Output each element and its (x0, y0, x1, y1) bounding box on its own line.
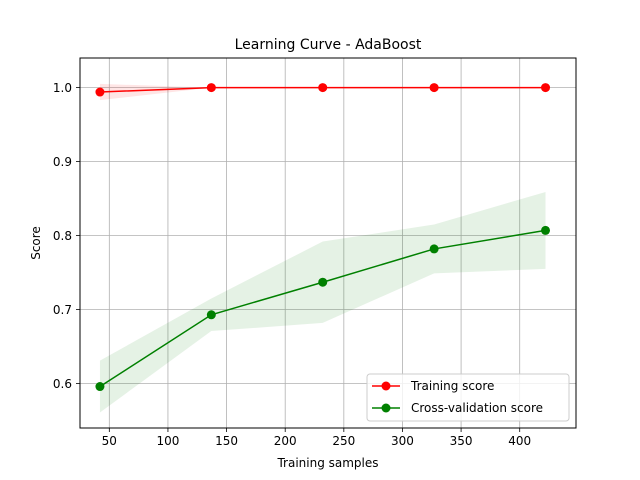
point-cross-validation-score (318, 277, 328, 287)
x-tick-label: 400 (508, 434, 531, 448)
point-training-score (206, 83, 216, 93)
plot-frame (79, 57, 577, 429)
point-training-score (541, 83, 551, 93)
y-axis-label: Score (29, 226, 43, 260)
x-tick-label: 200 (274, 434, 297, 448)
legend-label-cross-validation-score: Cross-validation score (411, 401, 543, 415)
band-training-score (99, 83, 546, 101)
x-tick-label: 250 (332, 434, 355, 448)
point-training-score (95, 87, 105, 97)
series-markers (95, 83, 551, 392)
axis-ticks: 50 100 150 200 250 300 350 400 0.6 0.7 0.8 0.9 1.0 (53, 81, 531, 448)
point-cross-validation-score (95, 382, 105, 392)
y-tick-label: 0.7 (53, 303, 72, 317)
point-training-score (318, 83, 328, 93)
x-axis-label: Training samples (276, 456, 378, 470)
point-cross-validation-score (541, 225, 551, 235)
y-tick-label: 0.9 (53, 155, 72, 169)
chart-title: Learning Curve - AdaBoost (235, 37, 422, 53)
x-tick-label: 50 (102, 434, 117, 448)
legend-marker-cross-validation-score (381, 403, 391, 413)
grid (80, 58, 576, 428)
x-tick-label: 350 (450, 434, 473, 448)
legend-box (366, 373, 570, 422)
y-tick-label: 0.6 (53, 377, 72, 391)
y-tick-label: 0.8 (53, 229, 72, 243)
x-tick-label: 300 (391, 434, 414, 448)
point-training-score (429, 83, 439, 93)
y-tick-label: 1.0 (53, 81, 72, 95)
point-cross-validation-score (429, 244, 439, 254)
x-tick-label: 150 (215, 434, 238, 448)
point-cross-validation-score (206, 310, 216, 320)
legend-label-training-score: Training score (410, 379, 494, 393)
legend: Training score Cross-validation score (366, 373, 570, 422)
legend-marker-training-score (381, 381, 391, 391)
x-tick-label: 100 (156, 434, 179, 448)
